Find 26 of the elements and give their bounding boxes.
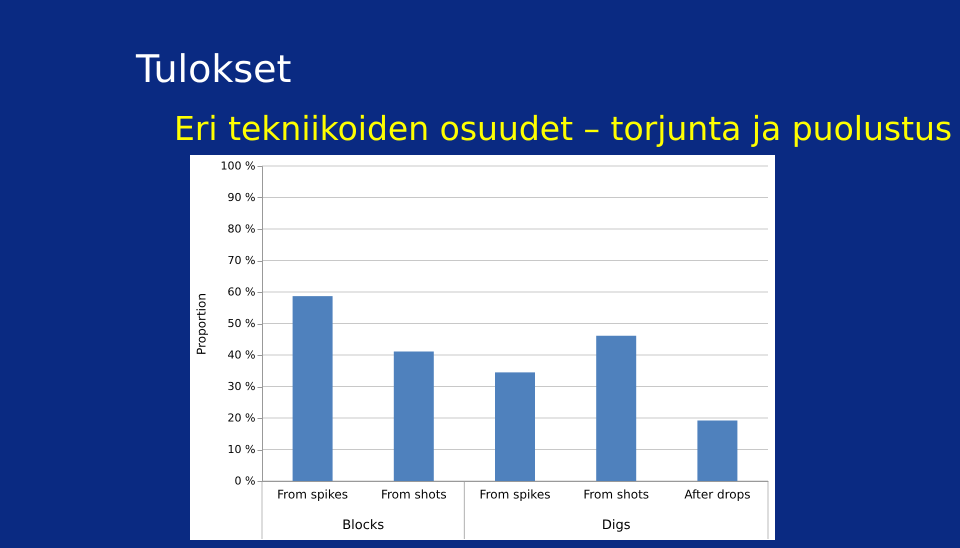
bar: [394, 352, 434, 481]
y-tick-label: 0 %: [234, 474, 256, 488]
chart-title: Tulokset: [135, 47, 292, 91]
x-tick-label: From spikes: [277, 488, 348, 502]
x-tick-label: From shots: [583, 488, 650, 502]
x-tick-label: From spikes: [480, 488, 550, 502]
bar: [697, 420, 738, 481]
chart-subtitle: Eri tekniikoiden osuudet – torjunta ja puolustus: [174, 109, 952, 148]
y-tick-label: 30 %: [228, 380, 256, 393]
y-tick-label: 60 %: [228, 286, 256, 298]
y-tick-label: 90 %: [228, 191, 256, 204]
y-tick-label: 10 %: [228, 443, 256, 456]
text: Digs: [602, 518, 631, 533]
text: Blocks: [342, 518, 384, 533]
y-tick-label: 20 %: [228, 412, 256, 424]
bar: [292, 296, 333, 481]
bar: [596, 336, 636, 481]
x-tick-label: From shots: [380, 488, 447, 502]
y-axis-title: Proportion: [194, 293, 209, 355]
y-tick-label: 70 %: [228, 254, 256, 267]
bar: [495, 372, 535, 481]
y-tick-label: 80 %: [228, 222, 256, 236]
y-tick-label: 50 %: [228, 317, 256, 330]
y-tick-label: 40 %: [228, 348, 256, 362]
y-tick-label: 100 %: [220, 160, 256, 172]
x-tick-label: After drops: [684, 488, 750, 502]
